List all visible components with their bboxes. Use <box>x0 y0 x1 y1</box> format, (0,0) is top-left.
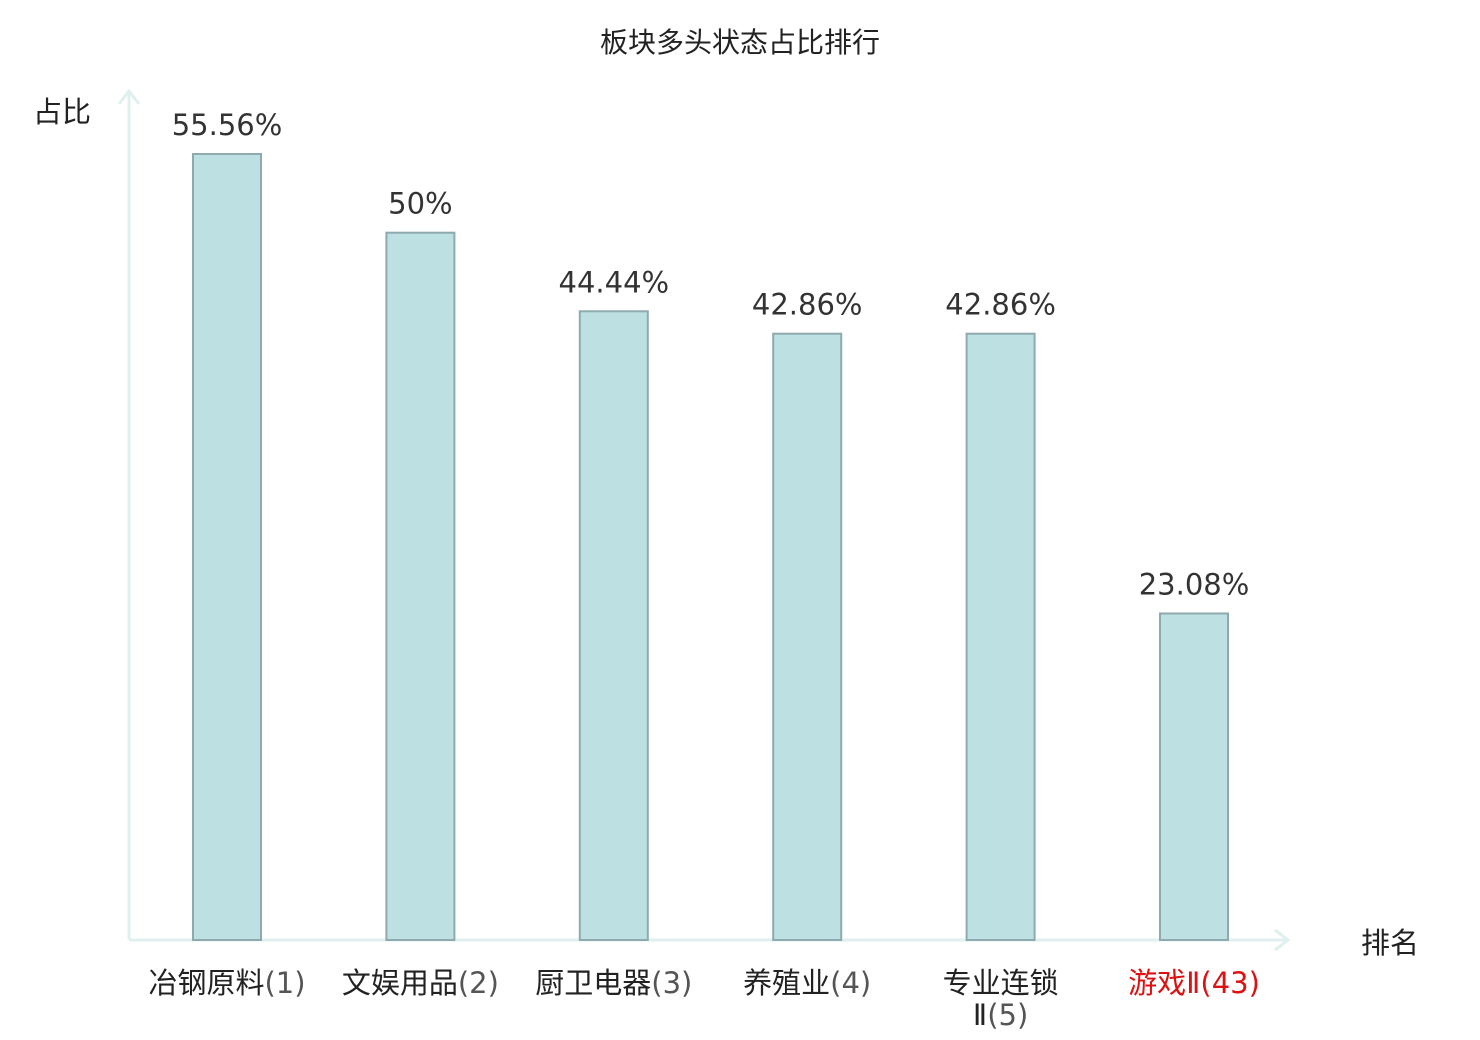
value-labels: 55.56% 50% 44.44% 42.86% 42.86% 23.08% <box>172 108 1250 602</box>
category-labels: 冶钢原料(1) 文娱用品(2) 厨卫电器(3) 养殖业(4) 专业连锁Ⅱ(5)游戏Ⅱ(4… <box>148 966 1259 1032</box>
category-name-text: 厨卫电器(3) <box>535 966 692 1000</box>
bar <box>385 231 456 941</box>
chart-title: 板块多头状态占比排行 <box>600 26 880 59</box>
category-rank: (3) <box>651 966 692 1000</box>
category-name-line2: Ⅱ(5) <box>973 998 1028 1032</box>
category-rank: (5) <box>987 998 1028 1032</box>
value-label: 23.08% <box>1139 568 1250 602</box>
category-name-text: 养殖业(4) <box>743 966 871 1000</box>
category-rank: (1) <box>264 966 305 1000</box>
category-name-text: 冶钢原料(1) <box>148 966 305 1000</box>
axes <box>117 88 1291 952</box>
bar <box>192 153 262 941</box>
category-name: 专业连锁 <box>943 966 1059 1000</box>
category-name: 养殖业 <box>743 966 830 1000</box>
category-label: 养殖业(4) <box>743 966 871 1000</box>
x-axis-label: 排名 <box>1361 926 1419 960</box>
category-rank: (2) <box>458 966 499 1000</box>
bars <box>192 153 1229 941</box>
bar <box>965 332 1036 941</box>
category-label: 厨卫电器(3) <box>535 966 692 1000</box>
category-name-text: 游戏Ⅱ(43) <box>1128 966 1260 1000</box>
category-label: 文娱用品(2) <box>342 966 499 1000</box>
value-label: 44.44% <box>559 265 670 299</box>
category-name: 冶钢原料 <box>148 966 264 1000</box>
category-label: 游戏Ⅱ(43) <box>1128 966 1260 1000</box>
value-label: 55.56% <box>172 108 283 142</box>
bar <box>1159 612 1229 941</box>
value-label: 42.86% <box>945 288 1056 322</box>
category-rank: (4) <box>830 966 871 1000</box>
category-name: 文娱用品 <box>342 966 458 1000</box>
y-axis-arrow <box>117 88 141 105</box>
category-rank: (43) <box>1200 966 1260 1000</box>
value-label: 42.86% <box>752 288 863 322</box>
value-label: 50% <box>388 187 452 221</box>
x-axis-arrow <box>1274 928 1291 952</box>
category-label: 冶钢原料(1) <box>148 966 305 1000</box>
y-axis-label: 占比 <box>33 95 91 129</box>
category-name: 游戏Ⅱ <box>1128 966 1200 1000</box>
category-name-suffix: Ⅱ <box>973 998 987 1032</box>
bar <box>772 332 843 941</box>
bar <box>578 310 649 941</box>
category-name-text: 文娱用品(2) <box>342 966 499 1000</box>
category-name: 厨卫电器 <box>535 966 651 1000</box>
